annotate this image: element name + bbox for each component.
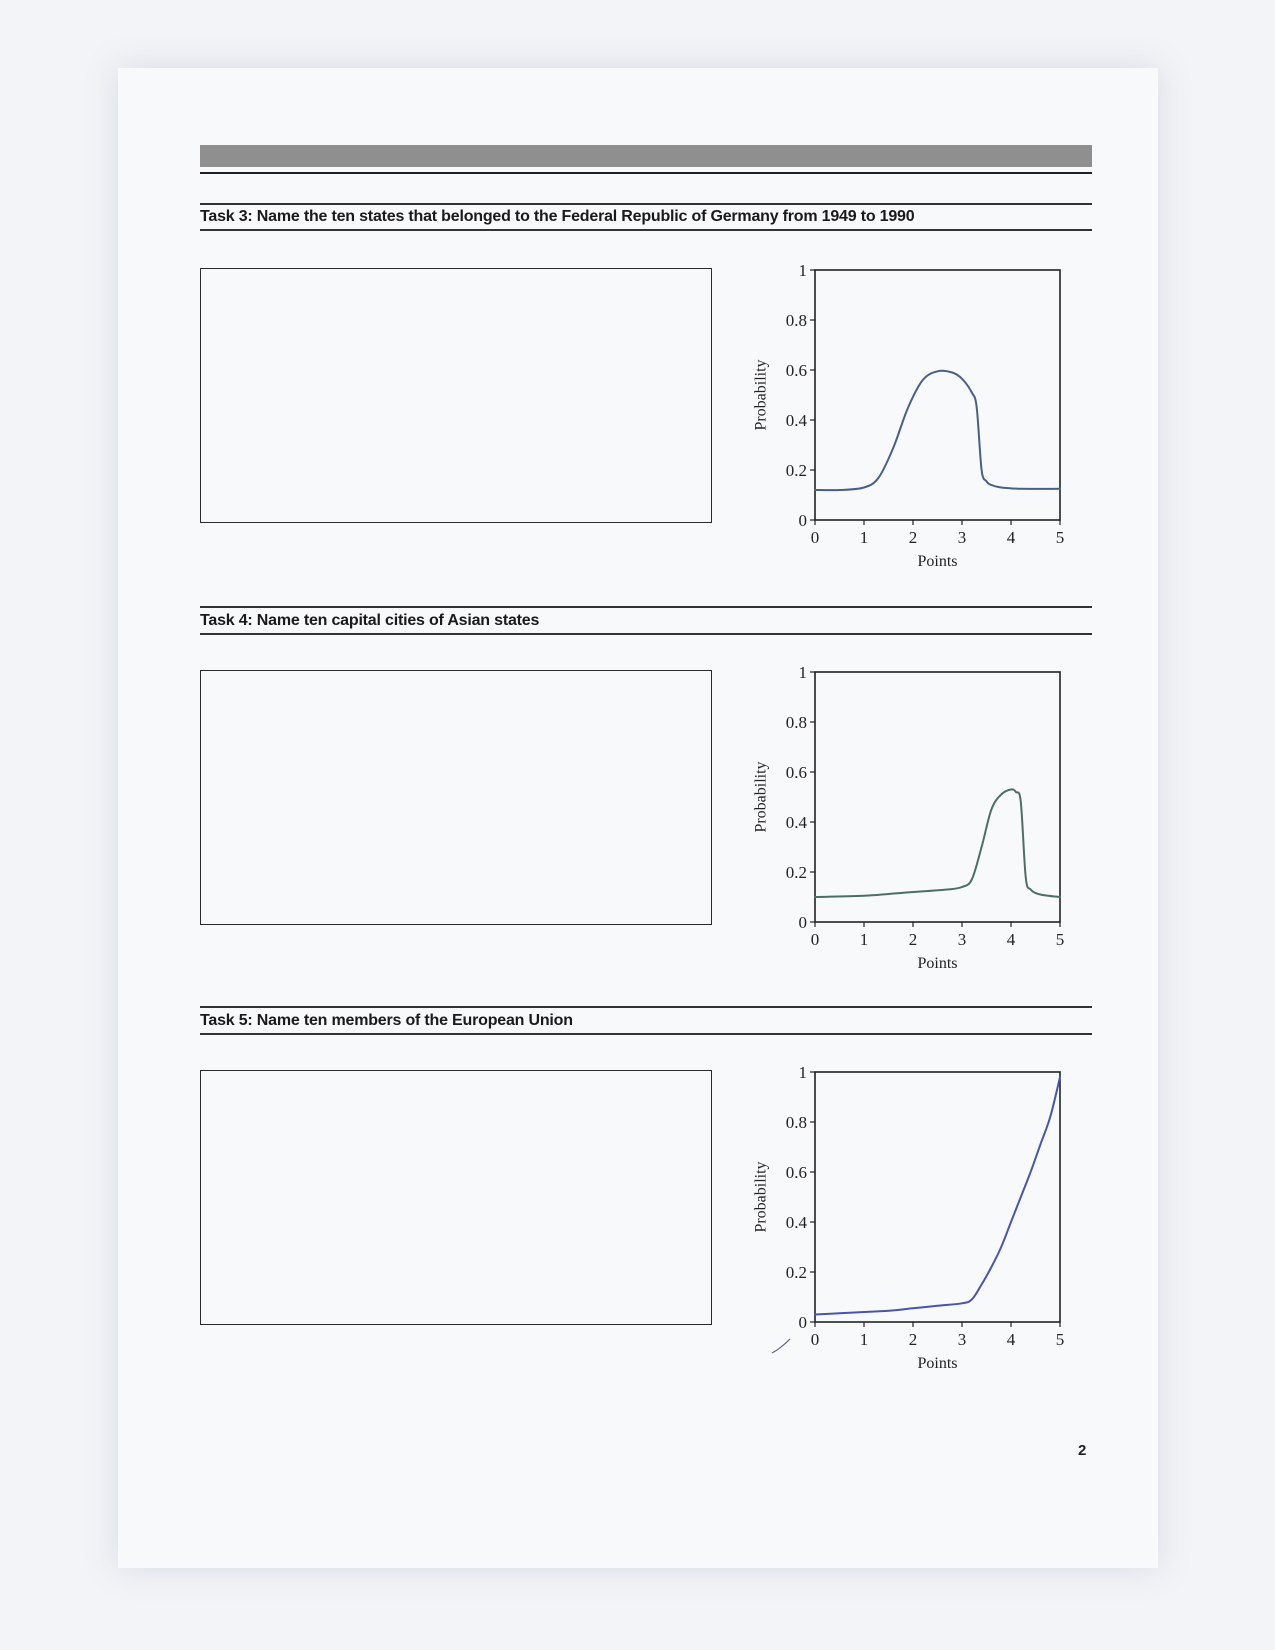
y-tick-label: 0.8	[786, 1113, 807, 1132]
header-rule	[200, 172, 1092, 174]
task-3-title: Task 3: Name the ten states that belonge…	[200, 208, 915, 225]
x-tick-label: 5	[1056, 930, 1065, 949]
pen-stray-mark	[771, 1338, 791, 1354]
y-tick-label: 1	[799, 663, 808, 682]
y-tick-label: 0.8	[786, 713, 807, 732]
probability-curve	[814, 788, 1061, 898]
plot-frame	[814, 1071, 1061, 1323]
x-tick-label: 1	[860, 528, 869, 547]
page-number: 2	[1078, 1442, 1087, 1459]
x-tick-label: 0	[811, 528, 820, 547]
task-4-rule-bottom	[200, 633, 1092, 635]
y-tick-label: 0.2	[786, 1263, 807, 1282]
y-tick-label: 0.6	[786, 763, 807, 782]
task-3-chart-svg: 0 0.2 0.4 0.6 0.8 1 0 1 2 3 4 5 Points Probability	[752, 261, 1065, 570]
task-5-rule-top	[200, 1006, 1092, 1008]
x-tick-label: 2	[909, 1330, 918, 1349]
task-4-rule-top	[200, 606, 1092, 608]
task-3-chart: 0 0.2 0.4 0.6 0.8 1 0 1 2 3 4 5 Points Probability	[745, 250, 1085, 570]
y-tick-label: 0	[799, 1313, 808, 1332]
y-tick-label: 0	[799, 913, 808, 932]
x-axis-label: Points	[917, 1355, 957, 1372]
y-tick-label: 1	[799, 1063, 808, 1082]
y-tick-label: 0.2	[786, 461, 807, 480]
task-4-answer-box[interactable]	[200, 670, 712, 925]
x-tick-label: 0	[811, 930, 820, 949]
task-3-answer-box[interactable]	[200, 268, 712, 523]
y-tick-label: 0.4	[786, 813, 808, 832]
y-tick-label: 0.6	[786, 361, 807, 380]
x-tick-label: 0	[811, 1330, 820, 1349]
task-3-rule-bottom	[200, 229, 1092, 231]
y-tick-label: 0.4	[786, 1213, 808, 1232]
probability-curve	[814, 369, 1061, 492]
y-axis-label: Probability	[752, 1161, 769, 1232]
task-5-chart: 0 0.2 0.4 0.6 0.8 1 0 1 2 3 4 5 Points Probability	[745, 1052, 1085, 1372]
worksheet-page	[118, 68, 1158, 1568]
x-tick-label: 3	[958, 1330, 967, 1349]
task-4-chart: 0 0.2 0.4 0.6 0.8 1 0 1 2 3 4 5 Points Probability	[745, 652, 1085, 972]
y-tick-label: 0.6	[786, 1163, 807, 1182]
header-bar	[200, 145, 1092, 167]
plot-frame	[814, 671, 1061, 923]
x-tick-label: 2	[909, 528, 918, 547]
task-4-chart-svg: 0 0.2 0.4 0.6 0.8 1 0 1 2 3 4 5 Points Probability	[752, 663, 1065, 972]
x-tick-label: 1	[860, 930, 869, 949]
task-5-rule-bottom	[200, 1033, 1092, 1035]
x-tick-label: 3	[958, 528, 967, 547]
task-5-title: Task 5: Name ten members of the European…	[200, 1012, 573, 1029]
task-5-chart-svg: 0 0.2 0.4 0.6 0.8 1 0 1 2 3 4 5 Points Probability	[752, 1063, 1065, 1372]
y-axis-label: Probability	[752, 359, 769, 430]
x-tick-label: 4	[1007, 528, 1016, 547]
probability-curve	[814, 1076, 1061, 1316]
y-tick-label: 0	[799, 511, 808, 530]
x-tick-label: 2	[909, 930, 918, 949]
x-tick-label: 5	[1056, 1330, 1065, 1349]
task-5-answer-box[interactable]	[200, 1070, 712, 1325]
y-tick-label: 0.2	[786, 863, 807, 882]
task-4-title: Task 4: Name ten capital cities of Asian…	[200, 612, 540, 629]
x-tick-label: 3	[958, 930, 967, 949]
y-tick-label: 0.4	[786, 411, 808, 430]
y-tick-label: 1	[799, 261, 808, 280]
y-axis-label: Probability	[752, 761, 769, 832]
x-tick-label: 1	[860, 1330, 869, 1349]
y-tick-label: 0.8	[786, 311, 807, 330]
x-axis-label: Points	[917, 955, 957, 972]
plot-frame	[814, 269, 1061, 521]
task-3-rule-top	[200, 203, 1092, 205]
x-tick-label: 4	[1007, 930, 1016, 949]
x-tick-label: 5	[1056, 528, 1065, 547]
x-tick-label: 4	[1007, 1330, 1016, 1349]
x-axis-label: Points	[917, 553, 957, 570]
